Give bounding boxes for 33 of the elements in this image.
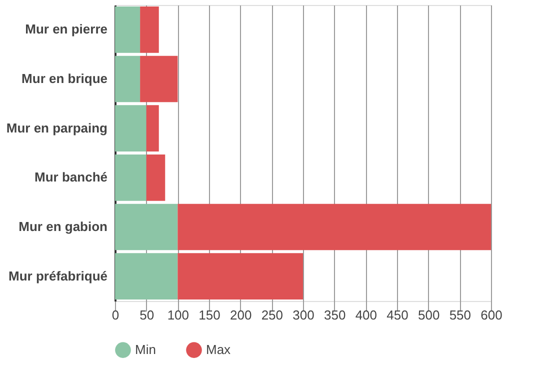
bar: [140, 56, 178, 102]
bar: [178, 204, 491, 250]
bar: [115, 154, 146, 201]
x-tick-label: 550: [449, 308, 472, 322]
y-tick-label: Mur en gabion: [18, 219, 108, 234]
bar: [115, 56, 140, 102]
x-tick-label: 150: [198, 308, 220, 322]
x-tick-label: 450: [386, 308, 408, 322]
y-tick-label: Mur en brique: [22, 71, 108, 86]
x-tick-label: 300: [292, 308, 314, 322]
y-tick-label: Mur en parpaing: [6, 120, 108, 136]
bar: [115, 204, 178, 250]
x-tick-label: 600: [480, 308, 502, 322]
bar: [140, 6, 159, 53]
bar: [146, 154, 166, 201]
x-tick-label: 350: [324, 308, 346, 322]
x-tick-label: 500: [418, 308, 440, 322]
bar: [178, 253, 303, 300]
bar: [115, 253, 178, 300]
y-tick-label: Mur banché: [34, 170, 108, 185]
legend-label: Max: [206, 342, 232, 358]
legend-label: Min: [135, 342, 156, 358]
x-tick-label: 250: [261, 308, 284, 322]
x-tick-label: 200: [230, 308, 252, 322]
y-tick-label: Mur en pierre: [25, 22, 108, 37]
x-tick-label: 0: [112, 308, 120, 322]
x-tick-label: 50: [140, 308, 154, 322]
bar: [115, 6, 140, 53]
x-tick-label: 400: [355, 308, 378, 322]
bar: [115, 105, 146, 152]
x-tick-label: 100: [167, 308, 190, 322]
bar: [146, 105, 159, 152]
y-tick-label: Mur préfabriqué: [8, 268, 108, 284]
